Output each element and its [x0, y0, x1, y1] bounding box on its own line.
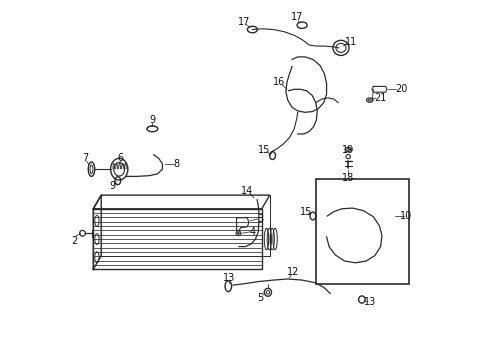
Bar — [316, 179, 408, 284]
Text: 12: 12 — [286, 267, 299, 277]
Text: 20: 20 — [394, 84, 407, 94]
Text: 17: 17 — [290, 12, 303, 22]
Text: 10: 10 — [400, 211, 412, 221]
Text: 16: 16 — [272, 77, 285, 87]
Text: 18: 18 — [341, 173, 354, 183]
Text: 3: 3 — [257, 214, 263, 224]
Text: 9: 9 — [109, 181, 115, 192]
Text: 13: 13 — [222, 273, 234, 283]
Text: 21: 21 — [374, 93, 386, 103]
Text: 13: 13 — [363, 297, 375, 307]
Text: 17: 17 — [237, 17, 249, 27]
Text: 9: 9 — [149, 115, 155, 125]
Text: 15: 15 — [300, 207, 312, 217]
Text: 5: 5 — [257, 293, 264, 303]
Text: 2: 2 — [71, 236, 78, 246]
Text: 15: 15 — [258, 145, 270, 156]
Text: 11: 11 — [344, 37, 356, 48]
Text: 14: 14 — [241, 186, 253, 196]
Text: 8: 8 — [173, 159, 180, 169]
Text: 4: 4 — [249, 227, 255, 237]
Ellipse shape — [237, 233, 239, 234]
Text: 6: 6 — [117, 153, 123, 163]
Text: 19: 19 — [341, 145, 354, 156]
Text: 7: 7 — [82, 153, 88, 163]
